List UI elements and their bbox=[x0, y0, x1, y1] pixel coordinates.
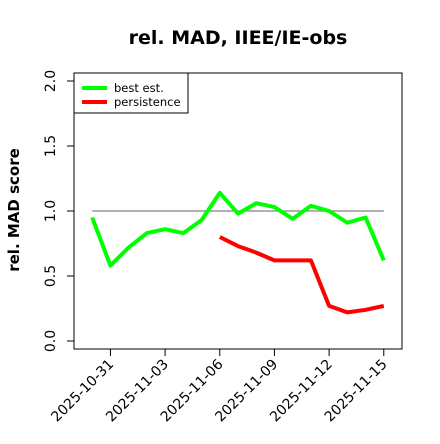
y-axis-label: rel. MAD score bbox=[5, 148, 23, 272]
y-axis: 0.0 0.5 1.0 1.5 2.0 bbox=[43, 70, 74, 352]
y-tick-label: 1.0 bbox=[43, 200, 59, 222]
y-tick-label: 0.0 bbox=[43, 330, 59, 352]
legend-label-persistence: persistence bbox=[114, 95, 181, 109]
chart-title: rel. MAD, IIEE/IE-obs bbox=[129, 27, 348, 49]
legend: best est. persistence bbox=[73, 72, 189, 114]
series-line-persistence bbox=[218, 235, 385, 315]
y-tick-label: 1.5 bbox=[43, 135, 59, 157]
series-layer bbox=[90, 190, 386, 315]
legend-box bbox=[73, 72, 189, 114]
y-tick-label: 0.5 bbox=[43, 265, 59, 287]
series-line-best-est bbox=[90, 190, 386, 268]
legend-label-best-est: best est. bbox=[114, 81, 164, 95]
x-axis: 2025-10-312025-11-032025-11-062025-11-09… bbox=[48, 349, 391, 425]
y-tick-label: 2.0 bbox=[43, 70, 59, 92]
